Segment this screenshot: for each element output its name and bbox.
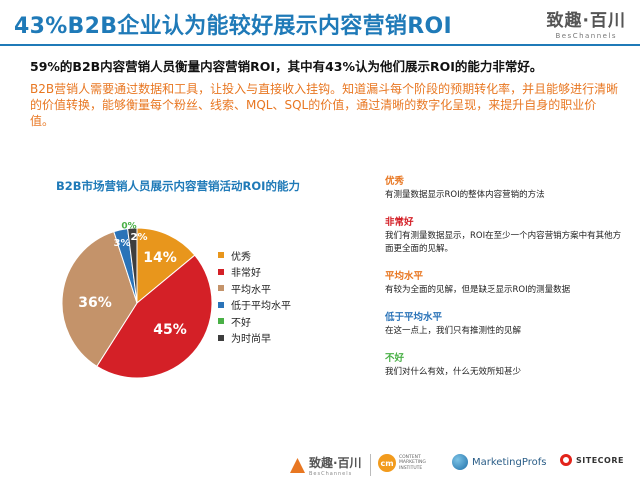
footer-bes-sub: BesChannels — [309, 471, 353, 477]
description-label: 优秀 — [385, 176, 405, 187]
cmi-text-3: INSTITUTE — [399, 465, 423, 471]
subheading: 59%的B2B内容营销人员衡量内容营销ROI，其中有43%认为他们展示ROI的能… — [30, 59, 543, 74]
beschannels-logo: 致趣·百川 BesChannels — [290, 454, 362, 477]
legend-item-5: 不好 — [218, 313, 291, 330]
description-label: 低于平均水平 — [385, 312, 443, 323]
legend-label: 优秀 — [231, 251, 251, 263]
chart-title: B2B市场营销人员展示内容营销活动ROI的能力 — [56, 179, 300, 193]
legend-swatch — [218, 285, 224, 292]
header-divider — [0, 44, 640, 46]
page-title: 43%B2B企业认为能较好展示内容营销ROI — [14, 14, 452, 39]
description-text: 我们有测量数据显示，ROI在至少一个内容营销方案中有其他方面更全面的见解。 — [385, 231, 622, 254]
globe-icon — [452, 454, 468, 470]
description-item-1: 优秀有测量数据显示ROI的整体内容营销的方法 — [385, 173, 625, 202]
legend-label: 平均水平 — [231, 284, 271, 296]
description-item-4: 低于平均水平在这一点上，我们只有推测性的见解 — [385, 309, 625, 338]
legend-item-6: 为时尚早 — [218, 330, 291, 347]
sitecore-ring-icon — [560, 454, 572, 466]
legend-label: 非常好 — [231, 268, 261, 280]
pie-data-label-1: 14% — [143, 250, 177, 266]
brand-logo: 致趣·百川 BesChannels — [547, 6, 626, 40]
description-label: 平均水平 — [385, 271, 424, 282]
brand-name: 致趣·百川 — [546, 11, 626, 31]
description-item-2: 非常好我们有测量数据显示，ROI在至少一个内容营销方案中有其他方面更全面的见解。 — [385, 214, 625, 256]
description-text: 我们对什么有效，什么无效所知甚少 — [385, 367, 522, 377]
legend-item-2: 非常好 — [218, 264, 291, 281]
pie-data-label-4: 3% — [114, 238, 131, 249]
cmi-mark-icon: cm — [378, 454, 396, 472]
description-text: 有测量数据显示ROI的整体内容营销的方法 — [385, 190, 545, 200]
header: 43%B2B企业认为能较好展示内容营销ROI 致趣·百川 BesChannels — [0, 0, 640, 44]
legend-swatch — [218, 268, 224, 275]
pie-slice-3 — [61, 231, 138, 368]
pie-slice-2 — [96, 254, 213, 379]
pie-data-label-5: 0% — [121, 222, 136, 232]
intro-paragraph: B2B营销人需要通过数据和工具，让投入与直接收入挂钩。知道漏斗每个阶段的预期转化… — [30, 82, 619, 128]
description-item-3: 平均水平有较为全面的见解，但是缺乏显示ROI的测量数据 — [385, 268, 625, 297]
cmi-text-1: CONTENT — [399, 454, 421, 460]
cmi-logo: cm CONTENT MARKETING INSTITUTE — [378, 454, 426, 472]
beschannels-mark-icon — [290, 458, 305, 473]
pie-data-label-6: 2% — [131, 232, 148, 243]
legend-swatch — [218, 252, 224, 259]
pie-data-label-3: 36% — [78, 295, 112, 311]
legend-swatch — [218, 318, 224, 325]
footer-bes-name: 致趣·百川 — [309, 456, 362, 470]
legend-item-4: 低于平均水平 — [218, 297, 291, 314]
footer: 致趣·百川 BesChannels cm CONTENT MARKETING I… — [0, 440, 640, 480]
description-text: 有较为全面的见解，但是缺乏显示ROI的测量数据 — [385, 285, 571, 295]
legend-label: 为时尚早 — [231, 334, 271, 346]
description-label: 不好 — [385, 353, 405, 364]
sitecore-text: SITECORE — [576, 455, 624, 465]
legend-item-1: 优秀 — [218, 247, 291, 264]
marketingprofs-text: MarketingProfs — [472, 456, 547, 468]
pie-slice-6 — [127, 227, 138, 304]
legend-item-3: 平均水平 — [218, 280, 291, 297]
pie-slice-1 — [136, 227, 196, 305]
sitecore-logo: SITECORE — [560, 454, 624, 466]
descriptions-panel: 优秀有测量数据显示ROI的整体内容营销的方法 非常好我们有测量数据显示，ROI在至… — [385, 173, 625, 391]
legend-swatch — [218, 301, 224, 308]
legend-label: 不好 — [231, 317, 251, 329]
legend-label: 低于平均水平 — [231, 301, 291, 313]
pie-data-label-2: 45% — [153, 322, 187, 338]
footer-separator — [370, 454, 371, 476]
description-label: 非常好 — [385, 217, 414, 228]
cmi-text-2: MARKETING — [399, 460, 426, 466]
legend-swatch — [218, 334, 224, 341]
chart-legend: 优秀非常好平均水平低于平均水平 不好为时尚早 — [218, 247, 291, 346]
description-item-5: 不好我们对什么有效，什么无效所知甚少 — [385, 350, 625, 379]
marketingprofs-logo: MarketingProfs — [452, 454, 546, 470]
brand-sub: BesChannels — [555, 32, 618, 40]
description-text: 在这一点上，我们只有推测性的见解 — [385, 326, 522, 336]
